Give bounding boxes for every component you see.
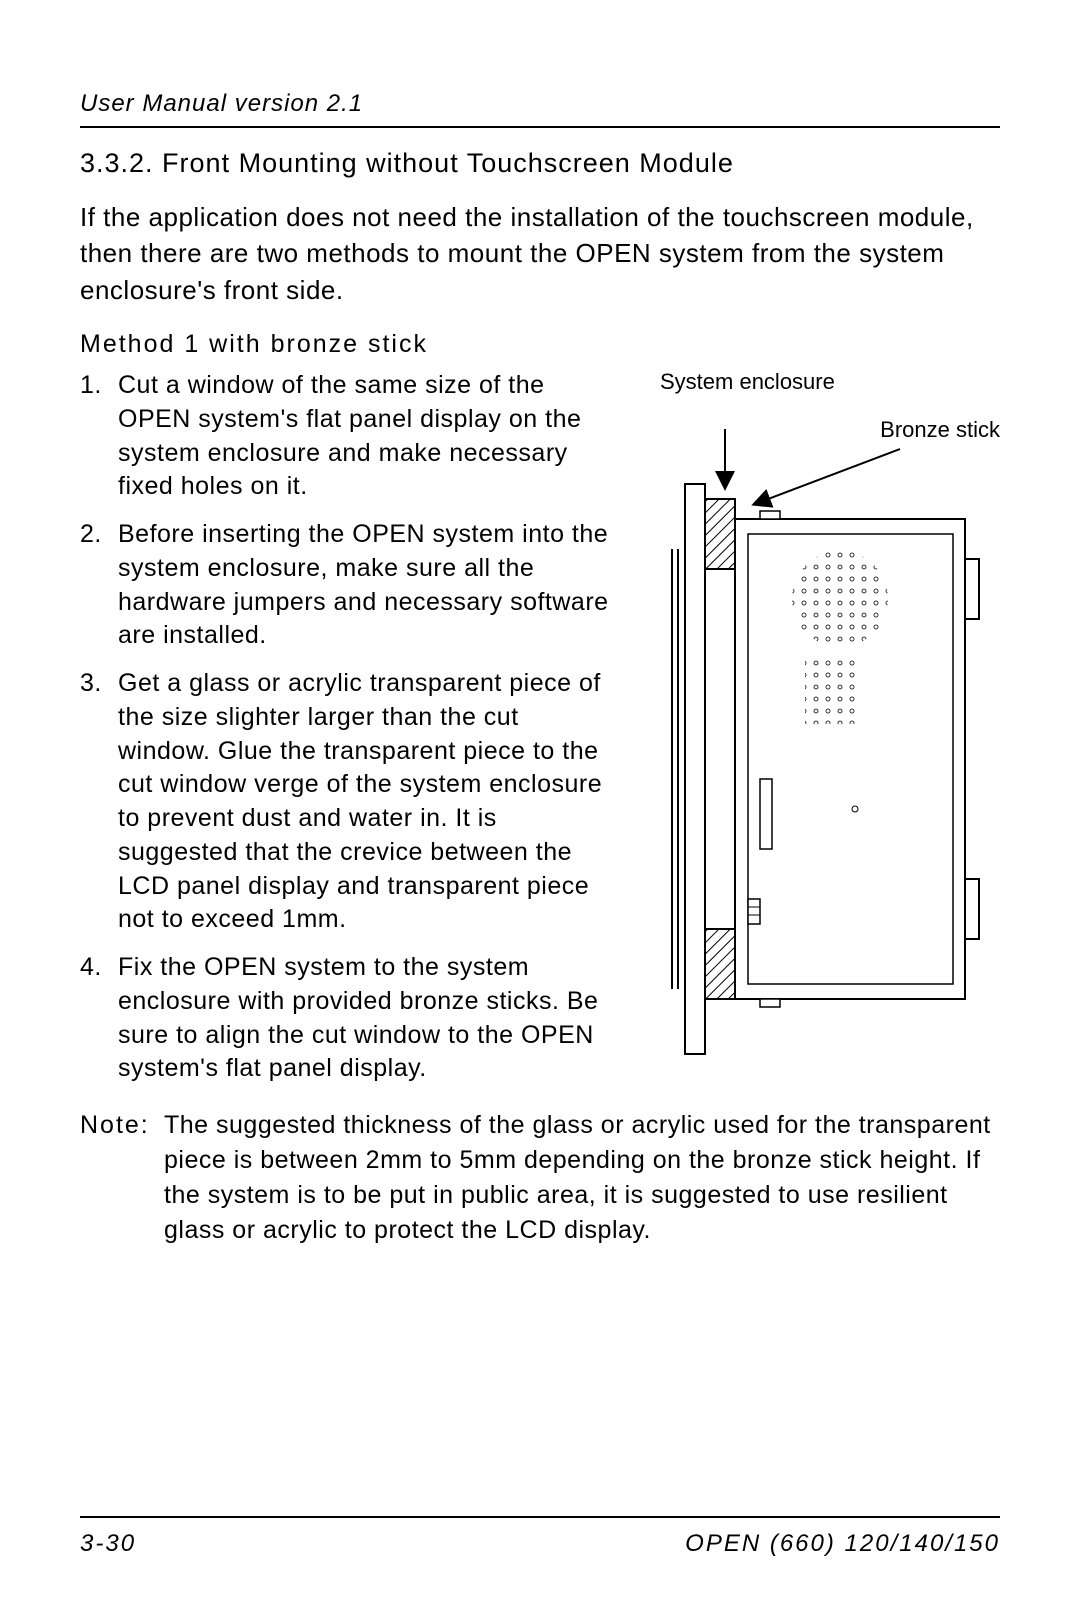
figure-label-enclosure: System enclosure [660, 369, 835, 395]
step-item: Cut a window of the same size of the OPE… [80, 369, 610, 504]
content-row: Cut a window of the same size of the OPE… [80, 369, 1000, 1100]
page-number: 3-30 [80, 1530, 136, 1558]
section-title: 3.3.2. Front Mounting without Touchscree… [80, 148, 1000, 179]
doc-id: OPEN (660) 120/140/150 [685, 1530, 1000, 1558]
mounting-diagram [630, 429, 1000, 1109]
intro-paragraph: If the application does not need the ins… [80, 199, 1000, 308]
note-text: The suggested thickness of the glass or … [164, 1111, 991, 1244]
figure-column: System enclosure Bronze stick [630, 369, 1000, 1100]
note-block: Note: The suggested thickness of the gla… [80, 1108, 1000, 1248]
manual-header: User Manual version 2.1 [80, 90, 1000, 128]
page-footer: 3-30 OPEN (660) 120/140/150 [80, 1516, 1000, 1558]
step-item: Before inserting the OPEN system into th… [80, 518, 610, 653]
step-item: Get a glass or acrylic transparent piece… [80, 667, 610, 937]
step-item: Fix the OPEN system to the system enclos… [80, 951, 610, 1086]
method-title: Method 1 with bronze stick [80, 330, 1000, 359]
note-label: Note: [80, 1108, 150, 1143]
step-list: Cut a window of the same size of the OPE… [80, 369, 610, 1086]
steps-column: Cut a window of the same size of the OPE… [80, 369, 610, 1100]
